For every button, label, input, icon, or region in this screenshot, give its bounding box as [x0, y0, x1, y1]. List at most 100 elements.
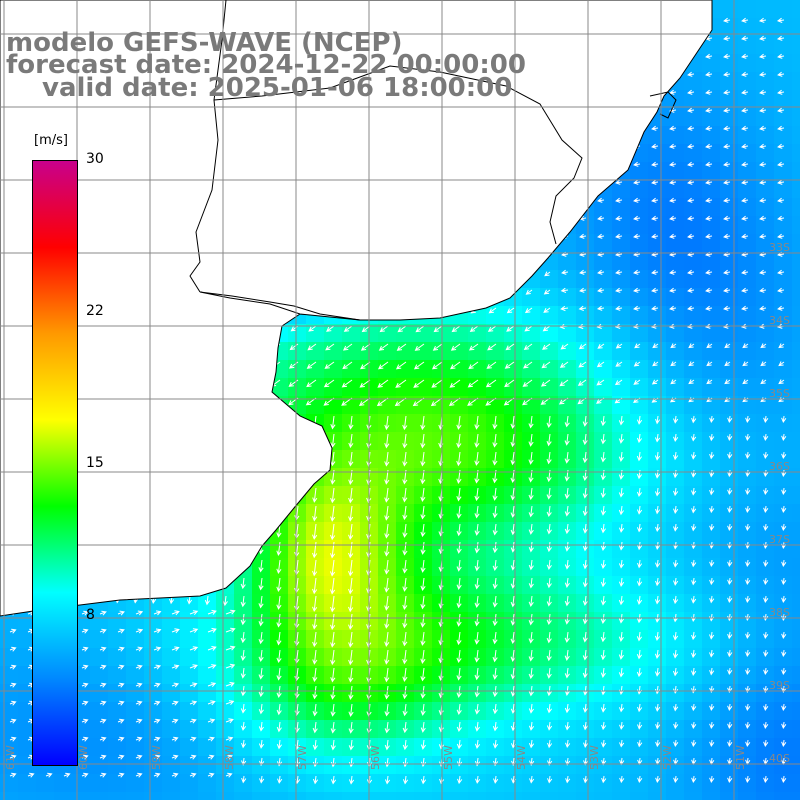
- wind-arrow: [670, 361, 677, 367]
- wind-arrow: [727, 721, 733, 730]
- wind-arrow: [9, 754, 17, 760]
- wind-arrow: [330, 487, 336, 504]
- wind-arrow: [618, 415, 625, 426]
- wind-arrow: [651, 125, 659, 131]
- wind-arrow: [402, 451, 408, 467]
- wind-cell: [450, 792, 469, 800]
- wind-cell: [108, 702, 127, 721]
- wind-arrow: [189, 754, 197, 760]
- wind-arrow: [781, 721, 787, 730]
- wind-cell: [792, 360, 800, 379]
- wind-cell: [720, 108, 739, 127]
- wind-arrow: [456, 577, 462, 590]
- colorbar-tick-22: 22: [86, 303, 104, 319]
- wind-cell: [90, 666, 109, 685]
- wind-arrow: [330, 577, 336, 595]
- wind-arrow: [596, 379, 605, 386]
- latitude-label: 40S: [769, 752, 790, 765]
- wind-arrow: [547, 739, 553, 749]
- wind-cell: [756, 396, 775, 415]
- wind-arrow: [778, 379, 785, 385]
- wind-arrow: [510, 451, 516, 466]
- wind-cell: [522, 342, 541, 361]
- wind-arrow: [705, 305, 713, 311]
- wind-arrow: [225, 663, 236, 669]
- wind-cell: [792, 72, 800, 91]
- wind-cell: [738, 684, 757, 703]
- wind-arrow: [384, 739, 390, 751]
- wind-arrow: [618, 649, 624, 660]
- wind-arrow: [348, 577, 354, 595]
- wind-cell: [576, 216, 595, 235]
- wind-cell: [774, 54, 793, 73]
- wind-arrow: [384, 685, 390, 700]
- wind-arrow: [276, 541, 282, 556]
- wind-arrow: [634, 343, 641, 349]
- wind-arrow: [673, 523, 679, 532]
- wind-arrow: [709, 577, 715, 586]
- wind-arrow: [741, 125, 749, 131]
- wind-arrow: [565, 775, 571, 784]
- wind-cell: [738, 90, 757, 109]
- wind-cell: [666, 396, 685, 415]
- wind-arrow: [117, 736, 125, 742]
- wind-cell: [684, 180, 703, 199]
- wind-cell: [126, 774, 145, 793]
- wind-cell: [738, 414, 757, 433]
- wind-cell: [396, 396, 415, 415]
- wind-arrow: [276, 703, 282, 716]
- wind-cell: [630, 288, 649, 307]
- wind-arrow: [709, 667, 715, 676]
- wind-arrow: [741, 197, 749, 203]
- wind-arrow: [135, 646, 143, 652]
- wind-arrow: [706, 343, 713, 349]
- wind-cell: [756, 54, 775, 73]
- wind-cell: [630, 234, 649, 253]
- wind-cell: [216, 702, 235, 721]
- wind-cell: [648, 738, 667, 757]
- wind-cell: [774, 378, 793, 397]
- wind-arrow: [492, 559, 498, 572]
- wind-arrow: [741, 17, 749, 23]
- wind-arrow: [763, 721, 769, 730]
- wind-arrow: [706, 361, 713, 367]
- wind-cell: [792, 504, 800, 523]
- latitude-label: 37S: [769, 533, 790, 546]
- wind-cell: [702, 180, 721, 199]
- wind-arrow: [691, 775, 697, 784]
- wind-arrow: [673, 415, 679, 424]
- wind-arrow: [528, 433, 534, 447]
- wind-cell: [756, 72, 775, 91]
- wind-cell: [378, 360, 397, 379]
- longitude-label: 59W: [150, 745, 163, 770]
- wind-cell: [0, 684, 19, 703]
- wind-arrow: [348, 667, 354, 683]
- wind-cell: [522, 360, 541, 379]
- wind-cell: [666, 216, 685, 235]
- wind-arrow: [637, 703, 643, 713]
- wind-arrow: [258, 577, 264, 591]
- wind-cell: [792, 36, 800, 55]
- wind-arrow: [99, 718, 107, 724]
- wind-arrow: [709, 469, 715, 478]
- wind-cell: [756, 432, 775, 451]
- wind-arrow: [582, 487, 588, 499]
- wind-cell: [774, 594, 793, 613]
- wind-arrow: [171, 664, 180, 670]
- wind-arrow: [600, 577, 607, 588]
- wind-arrow: [528, 451, 534, 465]
- wind-arrow: [289, 343, 299, 351]
- wind-arrow: [546, 721, 553, 731]
- wind-cell: [198, 738, 217, 757]
- wind-arrow: [277, 775, 283, 784]
- wind-cell: [648, 288, 667, 307]
- wind-arrow: [420, 667, 426, 682]
- wind-cell: [792, 288, 800, 307]
- wind-cell: [216, 684, 235, 703]
- wind-arrow: [420, 595, 426, 610]
- wind-arrow: [504, 379, 515, 388]
- wind-cell: [558, 270, 577, 289]
- wind-cell: [468, 342, 487, 361]
- wind-arrow: [117, 718, 125, 724]
- wind-arrow: [564, 577, 570, 588]
